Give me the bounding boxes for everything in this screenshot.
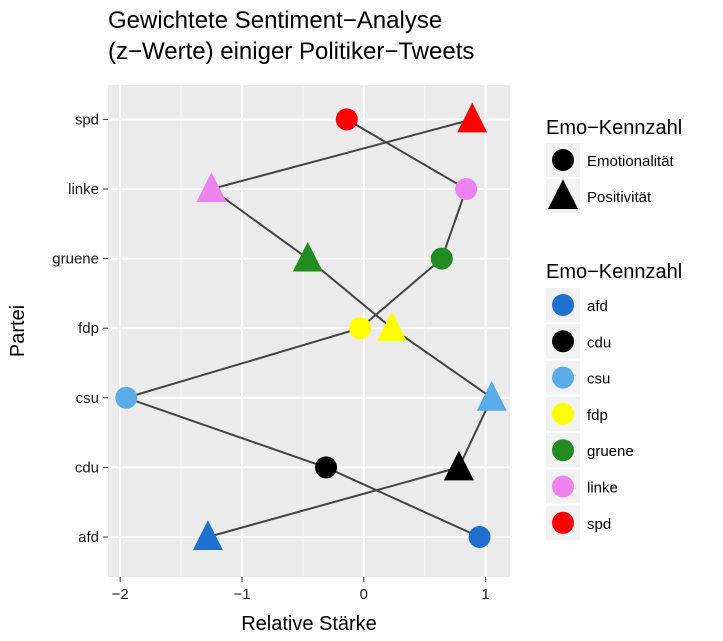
legend-color-swatch — [552, 402, 574, 425]
point-spd-emotionalitaet — [335, 108, 358, 131]
x-axis-title: Relative Stärke — [241, 613, 377, 635]
y-tick-label: fdp — [78, 320, 99, 337]
legend-color-swatch — [552, 439, 574, 462]
point-csu-positivitaet — [476, 381, 507, 411]
connection-line — [125, 396, 327, 469]
connection-line — [391, 327, 493, 399]
connection-line — [125, 327, 361, 399]
point-linke-emotionalitaet — [455, 178, 478, 200]
connection-line — [325, 466, 480, 538]
connection-line — [440, 188, 468, 259]
legend-shape-label: Positivität — [587, 189, 652, 206]
legend-color-label: cdu — [587, 334, 611, 351]
legend-color-label: csu — [587, 371, 610, 388]
point-spd-positivitaet — [457, 102, 488, 133]
legend-color-title: Emo−Kennzahl — [546, 261, 682, 283]
legend-color-label: gruene — [587, 443, 634, 460]
legend-color-swatch — [552, 330, 574, 353]
y-tick-label: cdu — [75, 459, 99, 476]
point-gruene-positivitaet — [292, 241, 323, 272]
legend-shape: Emo−Kennzahl Emotionalität Positivität — [546, 117, 682, 213]
x-tick-label: −1 — [233, 586, 250, 603]
legend-color-label: fdp — [587, 407, 608, 424]
chart-title-line-2: (z−Werte) einiger Politiker−Tweets — [108, 38, 474, 65]
y-tick-label: linke — [68, 181, 99, 198]
y-axis-title: Partei — [7, 305, 29, 357]
point-fdp-emotionalitaet — [349, 317, 372, 340]
legend-color-swatch — [552, 511, 574, 534]
y-axis: afd cdu csu fdp gruene linke spd — [52, 111, 108, 546]
legend-triangle-icon — [548, 179, 578, 209]
legend-color-label: linke — [587, 480, 618, 497]
point-fdp-positivitaet — [376, 311, 407, 342]
y-tick-label: spd — [75, 111, 99, 128]
x-axis: −2 −1 0 1 — [112, 577, 490, 603]
data-marks — [115, 102, 507, 550]
x-tick-label: 0 — [360, 586, 368, 603]
plot-panel — [108, 85, 510, 577]
legend-color-label: spd — [587, 516, 611, 533]
point-cdu-positivitaet — [443, 450, 474, 481]
point-afd-positivitaet — [192, 520, 223, 550]
point-csu-emotionalitaet — [115, 386, 138, 409]
x-tick-label: −2 — [112, 586, 129, 603]
y-tick-label: afd — [78, 529, 99, 546]
x-tick-label: 1 — [481, 586, 489, 603]
legend-color: Emo−Kennzahl afd cdu csu fdp gruene linke spd — [546, 261, 682, 540]
connection-lines — [125, 118, 493, 538]
legend-shape-title: Emo−Kennzahl — [546, 117, 682, 139]
y-tick-label: gruene — [52, 251, 99, 268]
point-linke-positivitaet — [196, 172, 227, 202]
legend-shape-label: Emotionalität — [587, 153, 675, 170]
connection-line — [346, 118, 467, 190]
legend-color-swatch — [552, 294, 574, 316]
legend-circle-icon — [552, 149, 574, 171]
y-tick-label: csu — [76, 390, 99, 407]
legend-color-swatch — [552, 366, 574, 389]
point-cdu-emotionalitaet — [315, 456, 338, 479]
point-afd-emotionalitaet — [468, 526, 491, 548]
chart-title-line-1: Gewichtete Sentiment−Analyse — [108, 7, 442, 34]
legend-color-label: afd — [587, 298, 608, 315]
connection-line — [359, 257, 443, 329]
legend-color-swatch — [552, 475, 574, 498]
point-gruene-emotionalitaet — [430, 247, 453, 270]
connection-line — [210, 188, 309, 260]
connection-line — [211, 118, 473, 190]
connection-line — [207, 466, 460, 538]
